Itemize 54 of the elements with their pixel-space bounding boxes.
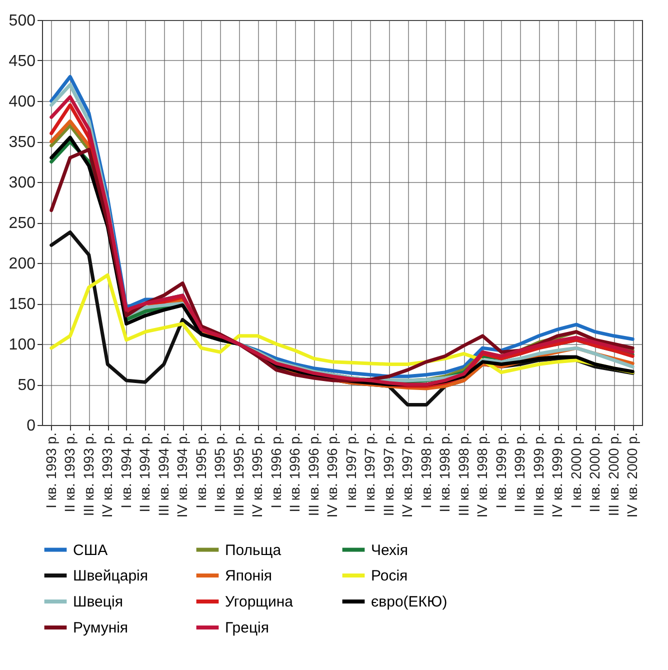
x-tick-label: II кв. 1997 р. — [362, 432, 378, 512]
x-tick-label: I кв. 1997 р. — [342, 432, 359, 508]
legend-label: Японія — [225, 568, 272, 584]
x-tick-label: I кв. 1994 р. — [118, 432, 134, 508]
x-tick-label: III кв. 1993 р. — [80, 432, 96, 516]
x-tick-label: III кв. 1995 р. — [230, 432, 246, 516]
x-tick-label: I кв. 1999 р. — [492, 432, 509, 508]
x-tick-label: III кв. 1999 р. — [530, 432, 546, 516]
y-tick-label: 400 — [8, 94, 36, 110]
x-tick-label: II кв. 1998 р. — [436, 432, 453, 512]
x-tick-label: II кв. 1999 р. — [512, 432, 528, 512]
x-tick-label: I кв. 1995 р. — [192, 432, 209, 508]
y-tick-label: 350 — [8, 134, 36, 151]
x-tick-label: II кв. 1993 р. — [62, 432, 78, 512]
x-tick-label: III кв. 1994 р. — [155, 432, 172, 516]
x-tick-label: I кв. 1993 р. — [42, 432, 59, 508]
x-tick-label: IV кв. 1994 р. — [174, 432, 190, 518]
legend-label: Чехія — [371, 542, 408, 559]
y-tick-label: 0 — [26, 418, 36, 434]
x-tick-label: IV кв. 2000 р. — [624, 432, 640, 518]
x-tick-label: III кв. 2000 р. — [605, 432, 622, 516]
x-tick-label: IV кв. 1998 р. — [474, 432, 490, 518]
y-tick-label: 300 — [8, 174, 36, 192]
x-tick-label: I кв. 1996 р. — [268, 432, 284, 508]
legend-label: Росія — [371, 568, 408, 584]
legend-label: США — [73, 542, 108, 559]
y-tick-label: 100 — [8, 336, 36, 354]
y-tick-label: 50 — [18, 377, 36, 394]
x-tick-label: II кв. 1995 р. — [212, 432, 228, 512]
x-tick-label: IV кв. 1995 р. — [249, 432, 266, 518]
x-tick-label: II кв. 1996 р. — [286, 432, 303, 512]
y-tick-label: 250 — [8, 215, 36, 232]
x-tick-label: III кв. 1996 р. — [305, 432, 322, 516]
y-tick-label: 200 — [8, 256, 36, 272]
legend-label: Угорщина — [225, 594, 294, 610]
x-tick-label: IV кв. 1993 р. — [99, 432, 116, 518]
legend-label: Румунія — [73, 620, 128, 636]
legend-label: Швейцарія — [73, 568, 148, 584]
x-tick-label: II кв. 1994 р. — [136, 432, 153, 512]
x-tick-label: IV кв. 1999 р. — [549, 432, 566, 518]
x-tick-label: II кв. 2000 р. — [586, 432, 603, 512]
legend-label: Греція — [225, 620, 270, 636]
x-tick-label: I кв. 2000 р. — [568, 432, 584, 508]
x-tick-label: I кв. 1998 р. — [418, 432, 434, 508]
y-tick-label: 500 — [8, 12, 36, 30]
legend-label: Швеція — [73, 594, 123, 610]
legend-label: євро(ЕКЮ) — [371, 594, 448, 610]
legend-label: Польща — [225, 542, 282, 559]
x-tick-label: IV кв. 1996 р. — [324, 432, 340, 518]
x-tick-label: III кв. 1997 р. — [380, 432, 396, 516]
y-tick-label: 150 — [8, 296, 36, 313]
x-tick-label: III кв. 1998 р. — [455, 432, 472, 516]
y-tick-label: 450 — [8, 53, 36, 70]
x-tick-label: IV кв. 1997 р. — [399, 432, 416, 518]
